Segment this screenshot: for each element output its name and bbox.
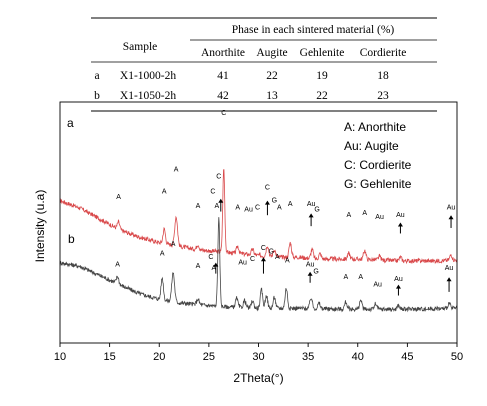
table-cell: 42 xyxy=(217,90,229,102)
legend-entry: A: Anorthite xyxy=(344,120,406,134)
peak-arrow-head xyxy=(264,200,270,205)
table-header-augite: Augite xyxy=(256,47,287,59)
peak-label: A xyxy=(214,203,219,210)
x-tick-label: 40 xyxy=(352,351,364,363)
series-line-b xyxy=(59,217,458,313)
peak-label: A xyxy=(212,265,217,272)
peak-label: Au xyxy=(445,265,454,272)
peak-arrow-head xyxy=(218,198,224,203)
x-tick-label: 45 xyxy=(401,351,413,363)
peak-label: A xyxy=(362,210,367,217)
x-tick-label: 15 xyxy=(104,351,116,363)
peak-label: C xyxy=(265,185,270,192)
legend-entry: Au: Augite xyxy=(344,139,399,153)
peak-arrow-head xyxy=(397,222,403,227)
peak-arrow-head xyxy=(213,262,219,267)
legend: A: Anorthite Au: Augite C: Cordierite G: Ge… xyxy=(344,120,412,191)
series-label-a: a xyxy=(67,116,74,130)
peak-label: C xyxy=(208,254,213,261)
x-axis-label: 2Theta(°) xyxy=(233,371,283,385)
peak-label: A xyxy=(235,205,240,212)
peak-label: C xyxy=(216,174,221,181)
peak-arrow-head xyxy=(307,271,313,276)
table-header-anorthite: Anorthite xyxy=(201,47,245,59)
peak-label: A xyxy=(344,274,349,281)
x-tick-label: 20 xyxy=(153,351,165,363)
peak-label: A xyxy=(174,166,179,173)
peak-label: A xyxy=(116,194,121,201)
table-row-id: a xyxy=(94,70,99,82)
table-cell: 19 xyxy=(316,70,328,82)
peak-label: A xyxy=(288,201,293,208)
peak-label: C xyxy=(221,110,226,117)
table-row-sample: X1-1000-2h xyxy=(120,70,176,82)
peak-label: C xyxy=(250,256,255,263)
legend-entry: C: Cordierite xyxy=(344,158,412,172)
peak-arrow-head xyxy=(260,257,266,262)
peak-label: Au xyxy=(396,212,405,219)
table-header-gehlenite: Gehlenite xyxy=(300,47,345,59)
peak-label: A xyxy=(162,188,167,195)
series-label-b: b xyxy=(68,232,75,246)
table-cell: 22 xyxy=(316,90,328,102)
legend-entry: G: Gehlenite xyxy=(344,177,412,191)
table-header-cordierite: Cordierite xyxy=(360,47,407,59)
table-header-sample: Sample xyxy=(123,41,158,53)
peak-label: G xyxy=(313,269,318,276)
peak-label: G xyxy=(269,249,274,256)
peak-arrow-head xyxy=(446,277,452,282)
table-cell: 18 xyxy=(377,70,389,82)
table-cell: 41 xyxy=(217,70,229,82)
peak-arrow-head xyxy=(395,284,401,289)
peak-label: A xyxy=(160,250,165,257)
peak-label: A xyxy=(346,212,351,219)
table-header-phase-group: Phase in each sintered material (%) xyxy=(232,24,395,36)
table-cell: 13 xyxy=(266,90,278,102)
peak-label: Au xyxy=(244,207,253,214)
axes: 10 15 20 25 30 35 40 45 50 2Theta(°) Intensity (u.… xyxy=(33,101,463,385)
series-line-a xyxy=(59,169,458,265)
x-tick-label: 25 xyxy=(203,351,215,363)
table-row-sample: X1-1050-2h xyxy=(120,90,176,102)
peak-label: A xyxy=(275,254,280,261)
peak-label: G xyxy=(314,207,319,214)
peak-arrow-head xyxy=(308,213,314,218)
phase-table: Sample Phase in each sintered material (%… xyxy=(91,17,437,112)
peak-label: Au xyxy=(394,276,403,283)
peak-label: C xyxy=(210,188,215,195)
peak-label: A xyxy=(171,241,176,248)
peak-label: A xyxy=(196,263,201,270)
peak-label: A xyxy=(196,203,201,210)
peak-label: G xyxy=(272,197,277,204)
x-tick-label: 30 xyxy=(252,351,264,363)
peak-label: C xyxy=(261,245,266,252)
y-axis-label: Intensity (u.a) xyxy=(33,190,47,263)
peak-label: A xyxy=(277,205,282,212)
x-tick-label: 50 xyxy=(451,351,463,363)
table-row-id: b xyxy=(94,90,100,102)
peak-label: Au xyxy=(447,205,456,212)
peak-label: Au xyxy=(373,281,382,288)
peak-label: A xyxy=(285,258,290,265)
table-cell: 22 xyxy=(266,70,278,82)
peak-label: A xyxy=(358,274,363,281)
table-cell: 23 xyxy=(377,90,389,102)
peak-label: Au xyxy=(375,214,384,221)
x-tick-label: 35 xyxy=(302,351,314,363)
peak-label: C xyxy=(255,205,260,212)
peak-label: Au xyxy=(238,259,247,266)
x-tick-label: 10 xyxy=(54,351,66,363)
peak-arrow-head xyxy=(448,215,454,220)
peak-label: A xyxy=(115,261,120,268)
peak-label: Au xyxy=(306,261,315,268)
peak-label: Au xyxy=(307,201,316,208)
